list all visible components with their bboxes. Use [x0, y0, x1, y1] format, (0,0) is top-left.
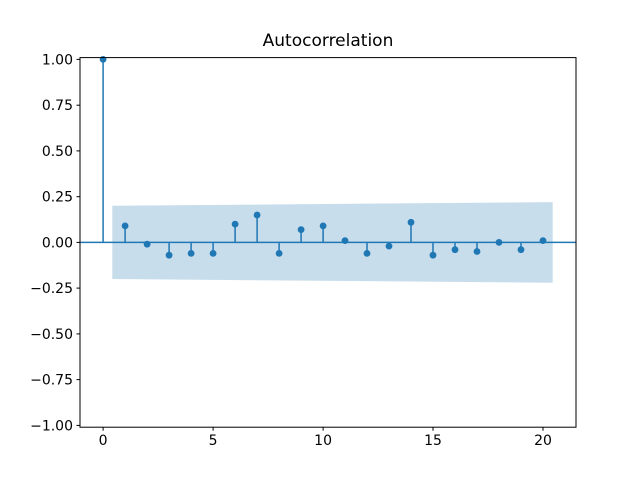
marker-lag-6: [231, 220, 239, 228]
y-tick-label: −0.25: [30, 281, 73, 297]
marker-lag-10: [319, 222, 327, 230]
marker-lag-0: [99, 56, 107, 63]
marker-lag-12: [363, 250, 371, 257]
ticks-group: 0 5 10 15 20 1.00 0.75 0.50 0.25 0.00 −0.25 −0.50 −0…: [30, 52, 552, 449]
marker-lag-4: [187, 250, 195, 257]
y-tick-label: −1.00: [30, 418, 73, 434]
x-tick-label: 20: [534, 433, 552, 449]
marker-lag-5: [209, 250, 217, 257]
marker-lag-8: [275, 250, 283, 257]
marker-lag-1: [121, 222, 129, 230]
marker-lag-18: [495, 239, 503, 246]
x-tick-label: 0: [99, 433, 108, 449]
marker-lag-19: [517, 246, 525, 254]
y-tick-label: 0.50: [42, 144, 73, 160]
y-tick-label: −0.75: [30, 373, 73, 389]
x-tick-label: 10: [314, 433, 332, 449]
x-tick-label: 15: [424, 433, 442, 449]
y-tick-label: 1.00: [42, 52, 73, 68]
marker-lag-2: [143, 240, 151, 248]
marker-lag-13: [385, 242, 393, 250]
y-tick-label: −0.50: [30, 327, 73, 343]
y-tick-label: 0.25: [42, 190, 73, 206]
marker-lag-17: [473, 248, 481, 255]
marker-lag-3: [165, 251, 173, 259]
marker-lag-20: [539, 237, 547, 245]
y-tick-label: 0.00: [42, 235, 73, 251]
marker-lag-16: [451, 246, 459, 254]
marker-lag-14: [407, 218, 415, 226]
marker-lag-9: [297, 226, 305, 234]
x-tick-label: 5: [209, 433, 218, 449]
y-tick-label: 0.75: [42, 98, 73, 114]
marker-lag-7: [253, 211, 261, 219]
chart-title: Autocorrelation: [262, 31, 394, 51]
marker-lag-11: [341, 237, 349, 245]
marker-lag-15: [429, 251, 437, 259]
markers-group: [99, 56, 547, 259]
